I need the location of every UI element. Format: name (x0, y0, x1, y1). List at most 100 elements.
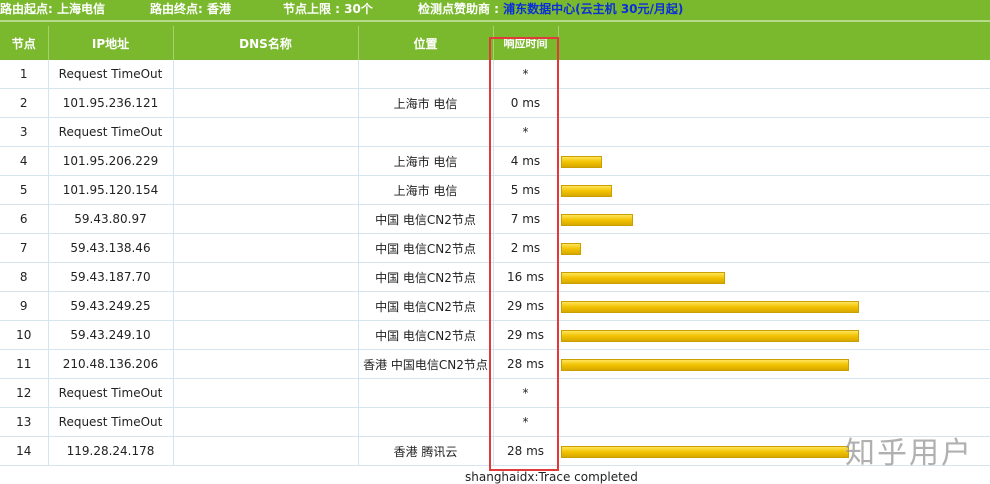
sponsor-link[interactable]: 浦东数据中心 (503, 2, 576, 16)
dns-name (173, 146, 359, 176)
hop-number: 1 (0, 60, 49, 89)
ip-address: 101.95.206.229 (48, 146, 174, 176)
table-row: 12 Request TimeOut * (0, 378, 990, 408)
latency-bar-cell (558, 407, 990, 437)
latency-bar-cell (558, 117, 990, 147)
table-row: 9 59.43.249.25 中国 电信CN2节点 29 ms (0, 291, 990, 321)
ip-address: 59.43.80.97 (48, 204, 174, 234)
latency-bar (560, 184, 612, 197)
latency-bar-cell (558, 262, 990, 292)
ip-address: 59.43.187.70 (48, 262, 174, 292)
info-bar: 路由起点: 上海电信 路由终点: 香港 节点上限 : 30个 检测点赞助商 : … (0, 0, 990, 20)
dns-name (173, 175, 359, 205)
ip-address: 59.43.249.10 (48, 320, 174, 350)
table-row: 14 119.28.24.178 香港 腾讯云 28 ms (0, 436, 990, 466)
divider (0, 20, 990, 26)
latency-bar (560, 155, 602, 168)
hop-number: 3 (0, 117, 49, 147)
col-location: 位置 (358, 26, 494, 60)
hop-number: 9 (0, 291, 49, 321)
col-response-time: 响应时间 (493, 26, 559, 60)
dns-name (173, 436, 359, 466)
trace-table: 节点 IP地址 DNS名称 位置 响应时间 1 Request TimeOut * 2… (0, 26, 990, 466)
hop-number: 7 (0, 233, 49, 263)
hop-number: 2 (0, 88, 49, 118)
ip-address: Request TimeOut (48, 60, 174, 89)
table-row: 11 210.48.136.206 香港 中国电信CN2节点 28 ms (0, 349, 990, 379)
table-row: 3 Request TimeOut * (0, 117, 990, 147)
location: 中国 电信CN2节点 (358, 320, 494, 350)
dns-name (173, 320, 359, 350)
location: 香港 中国电信CN2节点 (358, 349, 494, 379)
dns-name (173, 233, 359, 263)
response-time: * (493, 117, 559, 147)
latency-bar-cell (558, 88, 990, 118)
latency-bar-cell (558, 378, 990, 408)
location (358, 407, 494, 437)
sponsor-extra[interactable]: (云主机 30元/月起) (575, 2, 684, 16)
table-row: 6 59.43.80.97 中国 电信CN2节点 7 ms (0, 204, 990, 234)
response-time: 29 ms (493, 291, 559, 321)
ip-address: 210.48.136.206 (48, 349, 174, 379)
latency-bar-cell (558, 349, 990, 379)
latency-bar-cell (558, 436, 990, 466)
latency-bar (560, 300, 860, 313)
dns-name (173, 60, 359, 89)
node-limit: 节点上限 : 30个 (283, 2, 373, 16)
location: 上海市 电信 (358, 88, 494, 118)
route-end: 路由终点: 香港 (150, 2, 231, 16)
hop-number: 6 (0, 204, 49, 234)
table-row: 7 59.43.138.46 中国 电信CN2节点 2 ms (0, 233, 990, 263)
latency-bar (560, 358, 849, 371)
latency-bar (560, 445, 849, 458)
response-time: 7 ms (493, 204, 559, 234)
latency-bar (560, 271, 726, 284)
latency-bar-cell (558, 233, 990, 263)
latency-bar (560, 329, 860, 342)
ip-address: Request TimeOut (48, 117, 174, 147)
dns-name (173, 349, 359, 379)
response-time: 29 ms (493, 320, 559, 350)
table-row: 10 59.43.249.10 中国 电信CN2节点 29 ms (0, 320, 990, 350)
ip-address: Request TimeOut (48, 407, 174, 437)
location: 上海市 电信 (358, 175, 494, 205)
latency-bar-cell (558, 291, 990, 321)
hop-number: 8 (0, 262, 49, 292)
dns-name (173, 204, 359, 234)
table-row: 4 101.95.206.229 上海市 电信 4 ms (0, 146, 990, 176)
table-row: 13 Request TimeOut * (0, 407, 990, 437)
col-node: 节点 (0, 26, 49, 60)
location: 中国 电信CN2节点 (358, 291, 494, 321)
ip-address: 59.43.249.25 (48, 291, 174, 321)
trace-status: shanghaidx:Trace completed (465, 470, 638, 484)
ip-address: 101.95.120.154 (48, 175, 174, 205)
sponsor-label: 检测点赞助商 : (418, 2, 504, 16)
table-row: 1 Request TimeOut * (0, 60, 990, 89)
latency-bar (560, 213, 633, 226)
location: 中国 电信CN2节点 (358, 262, 494, 292)
location: 香港 腾讯云 (358, 436, 494, 466)
location (358, 60, 494, 89)
latency-bar-cell (558, 320, 990, 350)
location: 中国 电信CN2节点 (358, 204, 494, 234)
response-time: 4 ms (493, 146, 559, 176)
table-row: 2 101.95.236.121 上海市 电信 0 ms (0, 88, 990, 118)
dns-name (173, 291, 359, 321)
hop-number: 11 (0, 349, 49, 379)
latency-bar-cell (558, 175, 990, 205)
col-ip: IP地址 (48, 26, 174, 60)
latency-bar-cell (558, 60, 990, 89)
table-row: 8 59.43.187.70 中国 电信CN2节点 16 ms (0, 262, 990, 292)
table-header: 节点 IP地址 DNS名称 位置 响应时间 (0, 26, 990, 60)
hop-number: 14 (0, 436, 49, 466)
watermark: 知乎用户 (845, 436, 973, 471)
dns-name (173, 407, 359, 437)
location (358, 378, 494, 408)
dns-name (173, 378, 359, 408)
response-time: 16 ms (493, 262, 559, 292)
hop-number: 13 (0, 407, 49, 437)
latency-bar-cell (558, 204, 990, 234)
dns-name (173, 262, 359, 292)
route-start: 路由起点: 上海电信 (0, 2, 105, 16)
ip-address: 119.28.24.178 (48, 436, 174, 466)
